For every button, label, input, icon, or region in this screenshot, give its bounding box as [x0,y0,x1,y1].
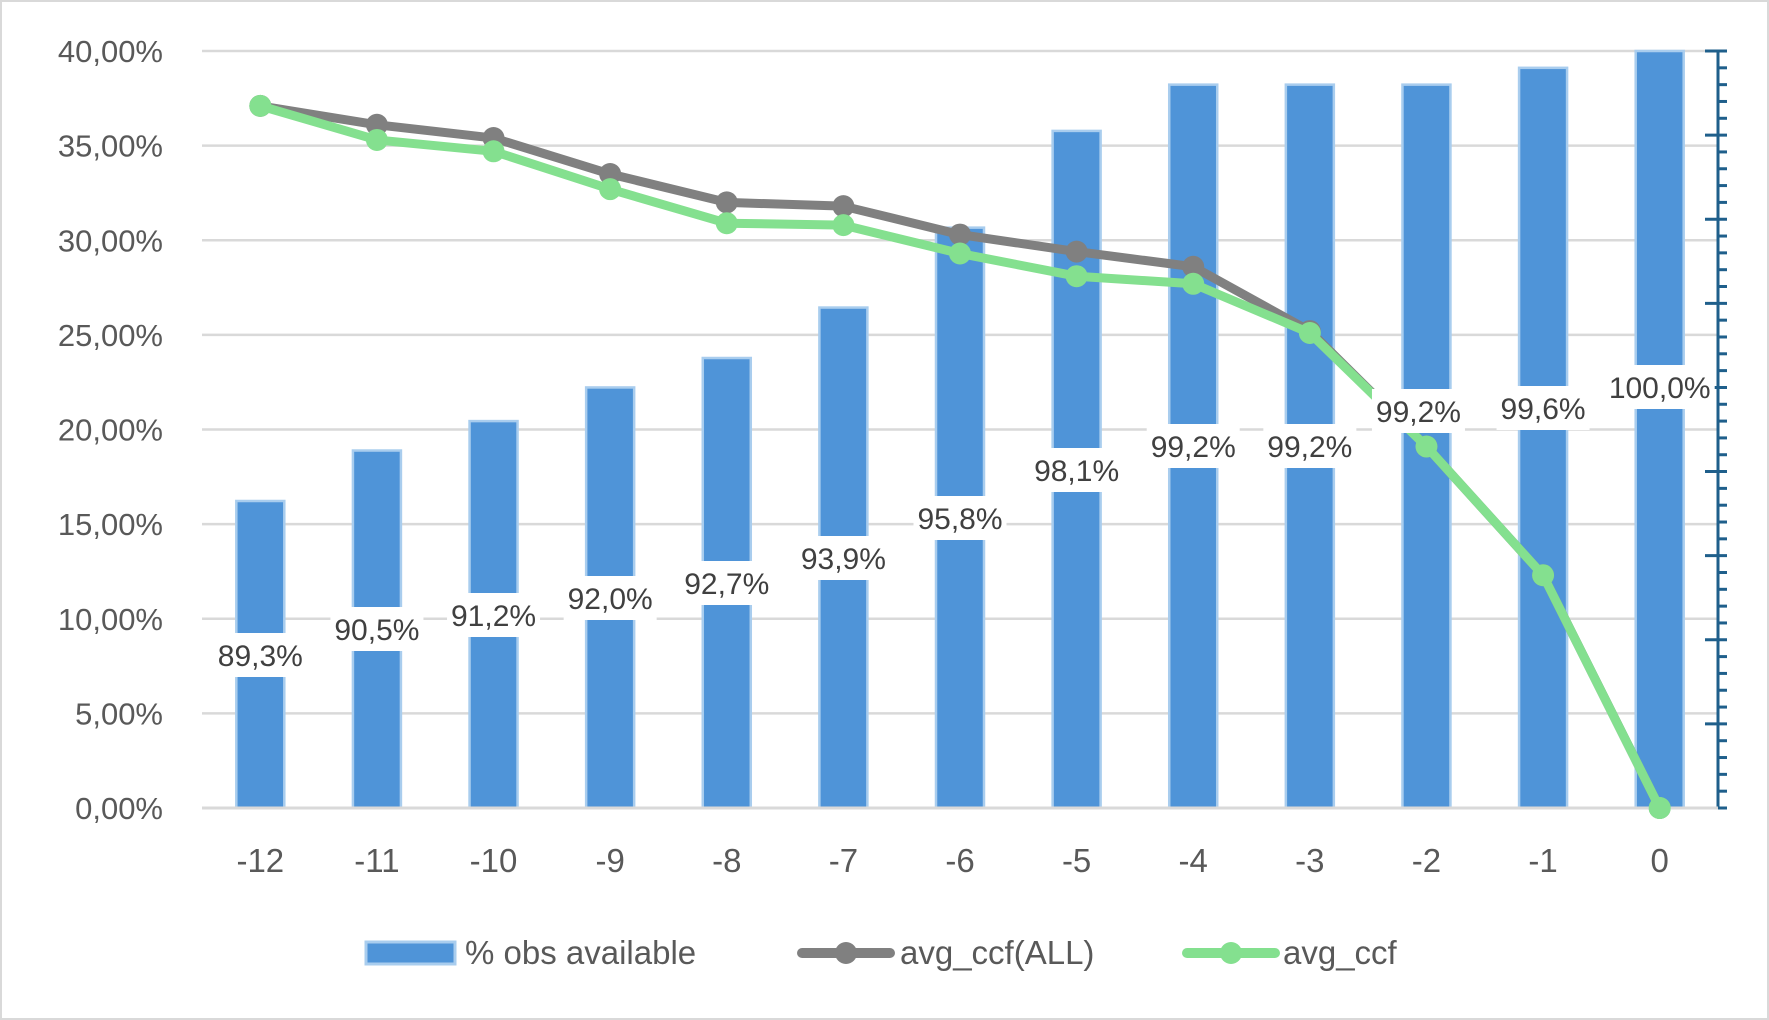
marker-avg-ccf [1182,272,1205,295]
marker-avg-ccf-all [715,191,738,214]
x-tick-label: -1 [1528,842,1557,879]
marker-avg-ccf [1415,435,1438,458]
legend-label-avg-ccf-all: avg_ccf(ALL) [900,934,1094,971]
x-tick-label: -6 [945,842,974,879]
marker-avg-ccf [1298,321,1321,344]
x-tick-label: -12 [236,842,284,879]
secondary-y-axis [1705,49,1727,810]
x-tick-label: 0 [1651,842,1669,879]
legend-swatch-obs-available [364,940,457,966]
y-tick-label: 0,00% [75,791,163,826]
x-tick-label: -3 [1295,842,1324,879]
marker-avg-ccf [1065,265,1088,288]
marker-avg-ccf-all [1182,255,1205,278]
y-tick-label: 20,00% [58,413,163,448]
data-label: 89,3% [218,640,303,673]
x-tick-label: -4 [1179,842,1208,879]
x-tick-label: -8 [712,842,741,879]
legend-label-avg-ccf: avg_ccf [1283,934,1398,971]
marker-avg-ccf-endpoint [1648,797,1671,819]
data-label-box [1030,448,1124,492]
marker-avg-ccf-all [949,223,971,246]
marker-avg-ccf-all [1065,240,1088,263]
data-label: 93,9% [801,543,886,576]
data-label-box [1263,424,1357,468]
data-label: 99,6% [1501,393,1586,426]
x-tick-label: -2 [1412,842,1441,879]
data-label: 95,8% [917,503,1002,536]
y-tick-label: 40,00% [58,34,163,69]
marker-avg-ccf [249,94,272,117]
data-label-box [330,607,424,651]
data-label-box [447,593,541,637]
x-axis: -12 -11 -10 -9 -8 -7 -6 -5 -4 -3 -2 -1 0 [202,797,1718,879]
data-label-box [796,536,890,580]
x-tick-label: -9 [595,842,624,879]
marker-avg-ccf-all [599,163,622,186]
marker-avg-ccf [482,140,505,163]
y-tick-label: 15,00% [58,507,163,542]
data-label: 98,1% [1034,455,1119,488]
y-tick-label: 5,00% [75,696,163,731]
data-label-box [1371,389,1465,433]
data-label: 100,0% [1609,372,1711,405]
bar [1517,66,1569,810]
legend-label-obs-available: % obs available [465,934,696,971]
data-label-box [1146,424,1240,468]
data-label-box [563,576,657,620]
y-tick-label: 25,00% [58,318,163,353]
y-tick-label: 30,00% [58,223,163,258]
marker-avg-ccf [949,242,971,265]
bar-data-labels: 89,3% 90,5% 91,2% 92,0% 92,7% 93,9% 95,8% 98,1%… [213,365,1715,677]
x-tick-label: -10 [470,842,518,879]
x-tick-label: -7 [829,842,858,879]
data-label-box [213,633,307,677]
legend: % obs available avg_ccf(ALL) avg_ccf [364,934,1398,971]
data-label: 99,2% [1151,431,1236,464]
marker-avg-ccf [832,214,855,237]
legend-marker-avg-ccf-all [835,942,857,964]
data-label: 91,2% [451,600,536,633]
marker-avg-ccf-all [832,195,855,218]
bar [1634,49,1685,810]
y-tick-label: 10,00% [58,602,163,637]
marker-avg-ccf-all [365,113,388,136]
marker-avg-ccf [599,178,622,201]
data-label: 99,2% [1267,431,1352,464]
data-label: 92,7% [684,568,769,601]
data-label-box [680,561,774,605]
data-label-box [913,496,1007,540]
y-tick-label: 35,00% [58,129,163,164]
marker-avg-ccf [715,212,738,235]
data-label-box [1604,365,1715,409]
marker-avg-ccf [365,128,388,151]
x-tick-label: -5 [1062,842,1091,879]
data-label: 90,5% [334,614,419,647]
primary-y-axis: 0,00% 5,00% 10,00% 15,00% 20,00% 25,00% 30,00%… [58,34,163,826]
legend-marker-avg-ccf [1220,942,1242,964]
data-label-box [1496,386,1590,430]
data-label: 99,2% [1376,396,1461,429]
data-label: 92,0% [568,583,653,616]
marker-avg-ccf [1532,564,1555,587]
x-tick-label: -11 [354,842,399,879]
